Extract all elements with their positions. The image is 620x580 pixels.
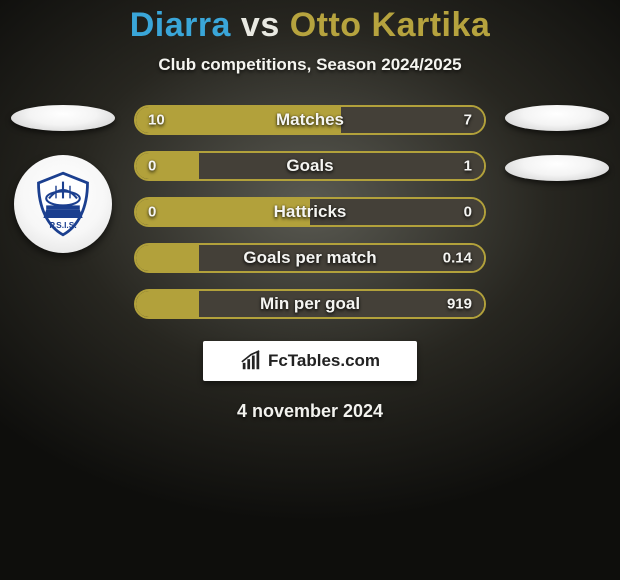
stat-value-left: 0	[148, 204, 156, 221]
date-line: 4 november 2024	[0, 401, 620, 422]
stat-value-right: 0	[464, 204, 472, 221]
stat-label: Goals	[286, 156, 333, 176]
stat-value-right: 0.14	[443, 250, 472, 267]
vs-separator: vs	[241, 6, 280, 44]
stat-label: Hattricks	[274, 202, 347, 222]
stat-value-left: 0	[148, 158, 156, 175]
player-b-chip-2	[505, 155, 609, 181]
stat-label: Goals per match	[243, 248, 376, 268]
player-a-club-badge: P.S.I.S.	[14, 155, 112, 253]
player-a-name: Diarra	[130, 6, 231, 44]
stat-value-right: 919	[447, 296, 472, 313]
chart-icon	[240, 350, 262, 372]
stat-value-left: 10	[148, 112, 165, 129]
attribution-text: FcTables.com	[268, 351, 380, 371]
main-row: P.S.I.S. Matches107Goals01Hattricks00Goa…	[0, 105, 620, 319]
stat-bar: Min per goal 919	[134, 289, 486, 319]
stat-bar: Goals 0 1	[134, 151, 486, 181]
stat-bar-left-fill	[136, 153, 199, 179]
player-b-chip-1	[505, 105, 609, 131]
stat-bar-left-fill	[136, 245, 199, 271]
svg-text:P.S.I.S.: P.S.I.S.	[49, 220, 76, 230]
stat-bar-right-fill	[341, 107, 484, 133]
attribution-badge: FcTables.com	[203, 341, 417, 381]
stats-column: Matches 10 7 Goals 0 1 Hattricks 0 0 Goals per ma…	[118, 105, 502, 319]
stat-label: Min per goal	[260, 294, 360, 314]
player-b-name: Otto Kartika	[290, 6, 491, 44]
stat-bar: Hattricks 0 0	[134, 197, 486, 227]
stat-bar: Goals per match 0.14	[134, 243, 486, 273]
club-crest-icon: P.S.I.S.	[28, 169, 98, 239]
left-player-column: P.S.I.S.	[8, 105, 118, 253]
page-title: Diarra vs Otto Kartika	[0, 0, 620, 45]
right-player-column	[502, 105, 612, 181]
stat-label: Matches	[276, 110, 344, 130]
stat-bar: Matches 10 7	[134, 105, 486, 135]
stat-value-right: 1	[464, 158, 472, 175]
player-a-chip	[11, 105, 115, 131]
stat-value-right: 7	[464, 112, 472, 129]
subtitle: Club competitions, Season 2024/2025	[0, 55, 620, 75]
stat-bar-right-fill	[199, 153, 484, 179]
stat-bar-left-fill	[136, 291, 199, 317]
